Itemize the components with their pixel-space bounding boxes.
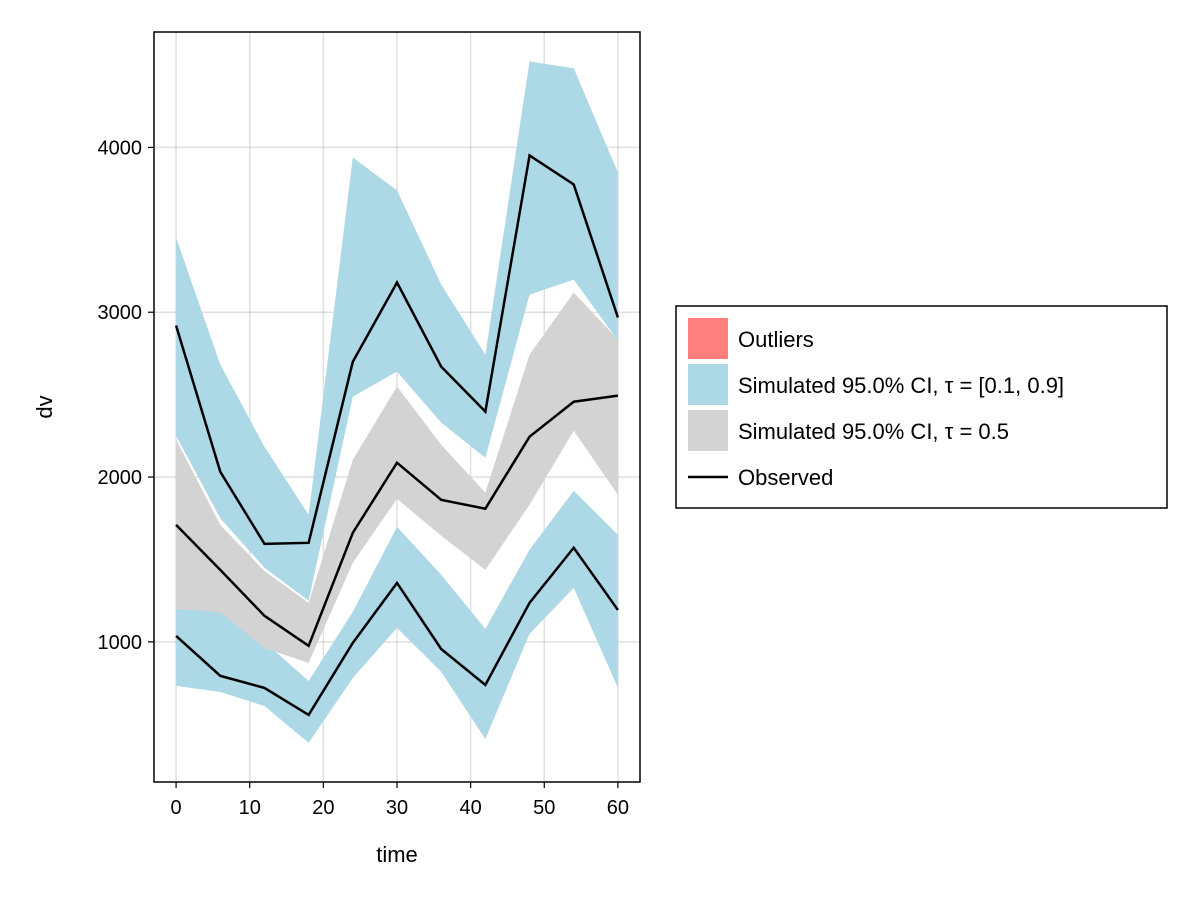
y-tick-label: 3000 bbox=[98, 302, 143, 324]
y-axis-label: dv bbox=[32, 395, 57, 418]
legend-label: Simulated 95.0% CI, τ = [0.1, 0.9] bbox=[738, 373, 1064, 398]
y-tick-label: 1000 bbox=[98, 632, 143, 654]
observed-line-median bbox=[175, 394, 619, 648]
legend-frame bbox=[675, 305, 1168, 509]
x-axis-label: time bbox=[376, 842, 418, 867]
legend-swatch bbox=[688, 318, 728, 359]
x-tick-label: 50 bbox=[533, 797, 555, 819]
x-tick-label: 30 bbox=[386, 797, 408, 819]
ci-band-median bbox=[176, 292, 618, 663]
legend: Outliers Simulated 95.0% CI, τ = [0.1, 0.… bbox=[675, 305, 1168, 509]
legend-swatch bbox=[688, 410, 728, 451]
observed-line-upper bbox=[174, 153, 620, 546]
y-tick-label: 4000 bbox=[98, 137, 143, 159]
legend-swatch bbox=[688, 364, 728, 405]
ci-band-lower bbox=[176, 490, 618, 743]
observed-line-lower bbox=[175, 545, 619, 717]
y-tick-label: 2000 bbox=[98, 467, 143, 489]
bands bbox=[176, 61, 618, 743]
legend-label: Outliers bbox=[738, 327, 814, 352]
ci-band-upper bbox=[176, 61, 618, 601]
legend-label: Observed bbox=[738, 465, 833, 490]
x-tick-label: 20 bbox=[312, 797, 334, 819]
observed-lines bbox=[174, 153, 620, 717]
legend-label: Simulated 95.0% CI, τ = 0.5 bbox=[738, 419, 1009, 444]
x-tick-label: 0 bbox=[171, 797, 182, 819]
x-tick-label: 60 bbox=[607, 797, 629, 819]
ticks: 0 10 20 30 40 50 60 1000 2000 3000 4000 bbox=[98, 137, 630, 819]
x-tick-label: 10 bbox=[239, 797, 261, 819]
x-tick-label: 40 bbox=[460, 797, 482, 819]
